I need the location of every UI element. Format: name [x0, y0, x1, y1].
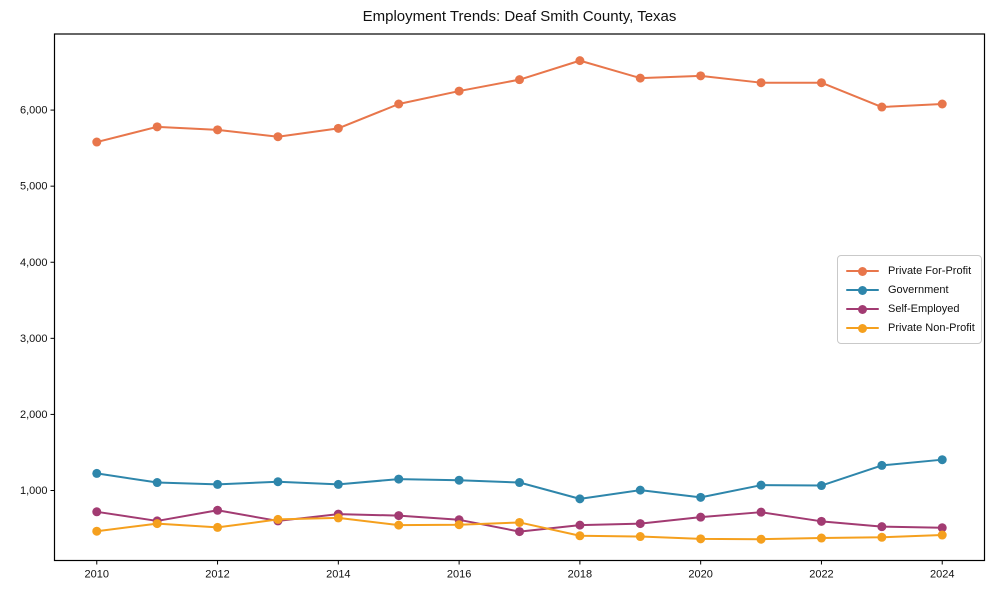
x-axis-tick-label: 2012 — [205, 569, 229, 581]
y-axis-tick-label: 6,000 — [20, 105, 48, 117]
legend: Private For-Profit Government Self-Emplo… — [837, 255, 982, 344]
series-point-private-for-profit — [515, 75, 524, 85]
legend-label: Private For-Profit — [888, 265, 972, 277]
x-axis-tick-label: 2020 — [688, 569, 712, 581]
x-axis-tick-label: 2024 — [930, 569, 954, 581]
series-point-self-employed — [575, 520, 585, 530]
legend-item-private-non-profit: Private Non-Profit — [846, 319, 975, 337]
series-point-government — [454, 475, 464, 485]
series-point-private-non-profit — [877, 532, 887, 542]
y-axis-tick-label: 5,000 — [20, 181, 48, 193]
series-point-self-employed — [394, 511, 404, 521]
series-point-government — [756, 480, 766, 490]
series-point-government — [515, 478, 524, 488]
chart-title: Employment Trends: Deaf Smith County, Te… — [362, 8, 677, 25]
series-point-self-employed — [937, 523, 947, 533]
legend-marker-line-icon — [846, 285, 879, 295]
x-axis-tick-label: 2022 — [809, 569, 833, 581]
series-point-private-for-profit — [756, 78, 766, 88]
series-point-self-employed — [635, 519, 645, 529]
series-point-private-non-profit — [333, 513, 343, 523]
series-point-self-employed — [756, 507, 766, 517]
y-axis-tick-label: 3,000 — [20, 333, 48, 345]
series-point-private-non-profit — [696, 534, 706, 544]
series-point-private-non-profit — [273, 514, 283, 524]
series-point-self-employed — [213, 505, 223, 515]
series-point-private-for-profit — [213, 125, 223, 135]
series-point-private-non-profit — [575, 531, 585, 541]
series-point-self-employed — [515, 527, 524, 537]
series-point-government — [394, 474, 404, 484]
legend-marker-line-icon — [846, 304, 879, 314]
series-point-private-for-profit — [152, 122, 162, 132]
legend-item-government: Government — [846, 281, 973, 299]
series-line-private-for-profit — [95, 59, 944, 144]
series-point-private-for-profit — [394, 99, 404, 109]
series-point-government — [213, 479, 223, 489]
series-point-private-non-profit — [454, 520, 464, 530]
x-axis-tick-label: 2010 — [85, 569, 109, 581]
series-point-private-non-profit — [756, 534, 766, 544]
legend-label: Self-Employed — [888, 303, 960, 315]
series-point-self-employed — [816, 516, 826, 526]
x-axis-tick-label: 2016 — [447, 569, 471, 581]
legend-label: Private Non-Profit — [888, 322, 975, 334]
series-point-private-non-profit — [937, 530, 947, 540]
series-point-government — [937, 455, 947, 465]
series-point-private-for-profit — [635, 73, 645, 83]
series-point-private-for-profit — [273, 132, 283, 142]
series-point-private-non-profit — [816, 533, 826, 543]
series-point-private-for-profit — [333, 123, 343, 133]
series-point-private-non-profit — [152, 519, 162, 529]
series-point-self-employed — [877, 522, 887, 532]
series-point-government — [152, 478, 162, 488]
series-point-private-for-profit — [92, 137, 102, 147]
series-point-government — [333, 479, 343, 489]
series-point-private-non-profit — [515, 517, 524, 527]
legend-item-private-for-profit: Private For-Profit — [846, 262, 973, 280]
series-point-private-for-profit — [696, 71, 706, 81]
series-point-government — [816, 481, 826, 491]
series-point-private-for-profit — [877, 102, 887, 112]
legend-label: Government — [888, 284, 949, 296]
series-point-private-for-profit — [575, 56, 585, 66]
y-axis-tick-label: 1,000 — [20, 485, 48, 497]
x-axis-tick-label: 2014 — [326, 569, 350, 581]
series-point-government — [273, 477, 283, 487]
series-point-government — [696, 492, 706, 502]
series-point-private-for-profit — [816, 78, 826, 88]
series-point-private-non-profit — [92, 526, 102, 536]
series-point-government — [575, 494, 585, 504]
series-point-self-employed — [92, 507, 102, 517]
x-axis-tick-label: 2018 — [568, 569, 592, 581]
series-point-government — [877, 460, 887, 470]
legend-item-self-employed: Self-Employed — [846, 300, 973, 318]
series-point-government — [92, 468, 102, 478]
series-point-private-non-profit — [635, 532, 645, 542]
series-point-private-non-profit — [213, 522, 223, 532]
y-axis-tick-label: 4,000 — [20, 257, 48, 269]
series-point-private-non-profit — [394, 520, 404, 530]
series-point-private-for-profit — [937, 99, 947, 109]
plot-border — [53, 33, 986, 562]
series-point-self-employed — [696, 512, 706, 522]
legend-marker-line-icon — [846, 323, 879, 333]
series-point-government — [635, 485, 645, 495]
series-point-private-for-profit — [454, 86, 464, 96]
legend-marker-line-icon — [846, 266, 879, 276]
y-axis-tick-label: 2,000 — [20, 409, 48, 421]
